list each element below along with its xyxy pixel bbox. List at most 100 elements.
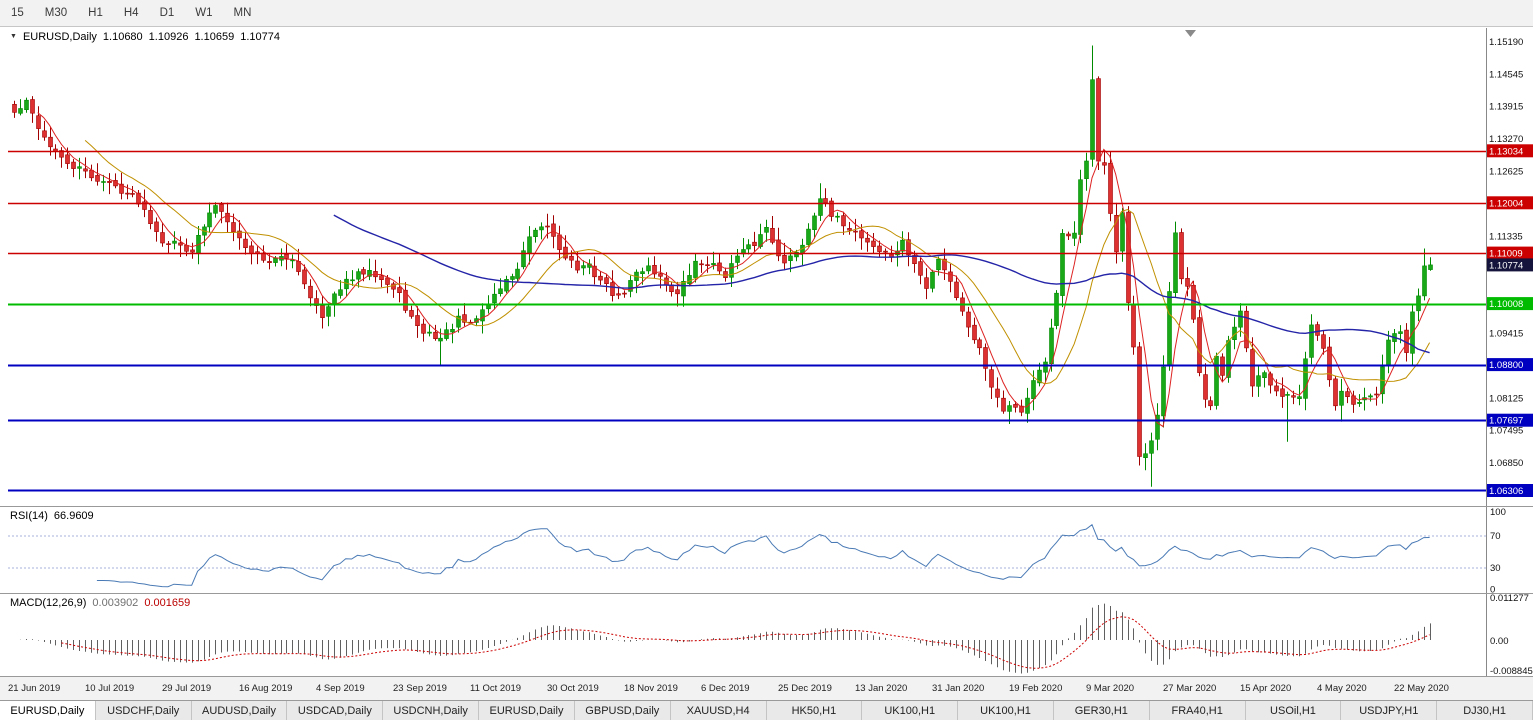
macd-histogram [20,603,1431,674]
svg-text:1.12004: 1.12004 [1489,198,1523,209]
macd-signal-value: 0.001659 [144,597,191,609]
price-level-badge-1.10008[interactable]: 1.10008 [1487,297,1533,311]
chart-tab-12[interactable]: FRA40,H1 [1149,701,1246,720]
price-axis-label: 1.13915 [1489,101,1523,112]
time-axis-label: 25 Dec 2019 [778,683,832,694]
macd-main-value: 0.003902 [92,597,139,609]
chart-tab-11[interactable]: GER30,H1 [1053,701,1150,720]
svg-text:1.07697: 1.07697 [1489,416,1523,427]
price-level-badge-1.11009[interactable]: 1.11009 [1487,246,1533,260]
price-level-badge-1.08800[interactable]: 1.08800 [1487,358,1533,372]
chart-tab-8[interactable]: HK50,H1 [766,701,863,720]
svg-text:1.10008: 1.10008 [1489,299,1523,310]
price-level-badge-1.12004[interactable]: 1.12004 [1487,196,1533,210]
time-axis-label: 10 Jul 2019 [85,683,134,694]
chart-tab-2[interactable]: AUDUSD,Daily [191,701,288,720]
price-axis-label: 1.07495 [1489,425,1523,436]
moving-average-5-line [37,112,1431,428]
svg-text:1.08800: 1.08800 [1489,360,1523,371]
time-axis-label: 4 Sep 2019 [316,683,365,694]
chart-tab-1[interactable]: USDCHF,Daily [95,701,192,720]
price-axis-label: 1.12625 [1489,167,1523,178]
price-axis-label: 1.11335 [1489,232,1523,243]
chart-title-bar[interactable]: ▼ EURUSD,Daily 1.10680 1.10926 1.10659 1… [10,31,280,43]
chart-tab-9[interactable]: UK100,H1 [862,701,959,720]
ohlc-high-value: 1.10926 [148,31,189,43]
chart-plot-area[interactable] [0,27,1533,677]
chart-tab-7[interactable]: XAUUSD,H4 [670,701,767,720]
macd-axis-label: 0.00 [1490,636,1509,647]
time-axis-label: 31 Jan 2020 [932,683,984,694]
macd-axis-label: -0.008845 [1490,666,1533,677]
price-axis-label: 1.06850 [1489,458,1523,469]
rsi-name: RSI(14) [10,510,48,522]
time-axis-label: 23 Sep 2019 [393,683,447,694]
rsi-indicator-label: RSI(14) 66.9609 [10,510,94,522]
chart-shift-marker[interactable] [1185,30,1196,37]
rsi-line [96,523,1430,588]
macd-signal-line [61,616,1430,669]
time-axis-label: 29 Jul 2019 [162,683,211,694]
chart-tab-13[interactable]: USOil,H1 [1245,701,1342,720]
price-axis-label: 1.09415 [1489,329,1523,340]
rsi-axis-label: 100 [1490,507,1506,518]
price-level-badge-1.07697[interactable]: 1.07697 [1487,413,1533,427]
time-axis-label: 27 Mar 2020 [1163,683,1216,694]
chart-tab-15[interactable]: DJ30,H1 [1437,701,1533,720]
macd-name: MACD(12,26,9) [10,597,87,609]
chart-tab-bar: EURUSD,Daily USDCHF,Daily AUDUSD,Daily USDC… [0,700,1533,720]
time-axis-label: 4 May 2020 [1317,683,1367,694]
time-axis-label: 15 Apr 2020 [1240,683,1291,694]
price-level-badge-1.13034[interactable]: 1.13034 [1487,144,1533,158]
time-axis-label: 9 Mar 2020 [1086,683,1134,694]
timeframe-button-m30[interactable]: M30 [44,7,68,19]
svg-text:1.13034: 1.13034 [1489,146,1523,157]
moving-average-55-line [333,214,1430,354]
rsi-current-value: 66.9609 [53,510,94,522]
chart-tab-4[interactable]: USDCNH,Daily [383,701,480,720]
chart-tab-5[interactable]: EURUSD,Daily [479,701,575,720]
moving-average-13-line [84,140,1431,385]
chart-tab-10[interactable]: UK100,H1 [958,701,1054,720]
price-axis-label: 1.14545 [1489,70,1523,81]
current-price-badge: 1.10774 [1487,258,1533,272]
ohlc-close-value: 1.10774 [240,31,280,43]
timeframe-button-d1[interactable]: D1 [159,7,175,19]
time-axis-label: 21 Jun 2019 [8,683,60,694]
price-axis-label: 1.15190 [1489,37,1523,48]
time-axis-label: 16 Aug 2019 [239,683,292,694]
chart-tab-0[interactable]: EURUSD,Daily [0,701,96,720]
time-axis-label: 22 May 2020 [1394,683,1449,694]
price-level-badge-1.06306[interactable]: 1.06306 [1487,484,1533,497]
timeframe-toolbar: 15 M30 H1 H4 D1 W1 MN [0,0,1533,27]
timeframe-button-h1[interactable]: H1 [88,7,103,19]
timeframe-button-15[interactable]: 15 [11,7,24,19]
timeframe-button-w1[interactable]: W1 [195,7,213,19]
svg-text:1.10774: 1.10774 [1489,260,1523,271]
price-axis-label: 1.08125 [1489,394,1523,405]
chart-tab-3[interactable]: USDCAD,Daily [287,701,384,720]
svg-text:1.11009: 1.11009 [1489,249,1523,260]
time-axis-label: 30 Oct 2019 [547,683,599,694]
price-axis[interactable] [1487,28,1533,676]
rsi-axis-label: 30 [1490,563,1501,574]
time-axis-label: 18 Nov 2019 [624,683,678,694]
candlestick-series [12,45,1433,487]
ohlc-open-value: 1.10680 [102,31,143,43]
time-axis-label: 19 Feb 2020 [1009,683,1062,694]
time-axis-strip[interactable] [0,677,1533,700]
rsi-axis-label: 0 [1490,585,1495,596]
macd-indicator-label: MACD(12,26,9) 0.003902 0.001659 [10,597,190,609]
chart-tab-14[interactable]: USDJPY,H1 [1341,701,1438,720]
chart-tab-6[interactable]: GBPUSD,Daily [574,701,671,720]
ohlc-low-value: 1.10659 [194,31,235,43]
svg-text:1.06306: 1.06306 [1489,486,1523,497]
macd-axis-label: 0.011277 [1490,593,1529,604]
chart-dropdown-icon[interactable]: ▼ [10,32,17,40]
rsi-axis-label: 70 [1490,531,1501,542]
timeframe-button-h4[interactable]: H4 [123,7,139,19]
time-axis-label: 6 Dec 2019 [701,683,750,694]
timeframe-button-mn[interactable]: MN [233,7,252,19]
